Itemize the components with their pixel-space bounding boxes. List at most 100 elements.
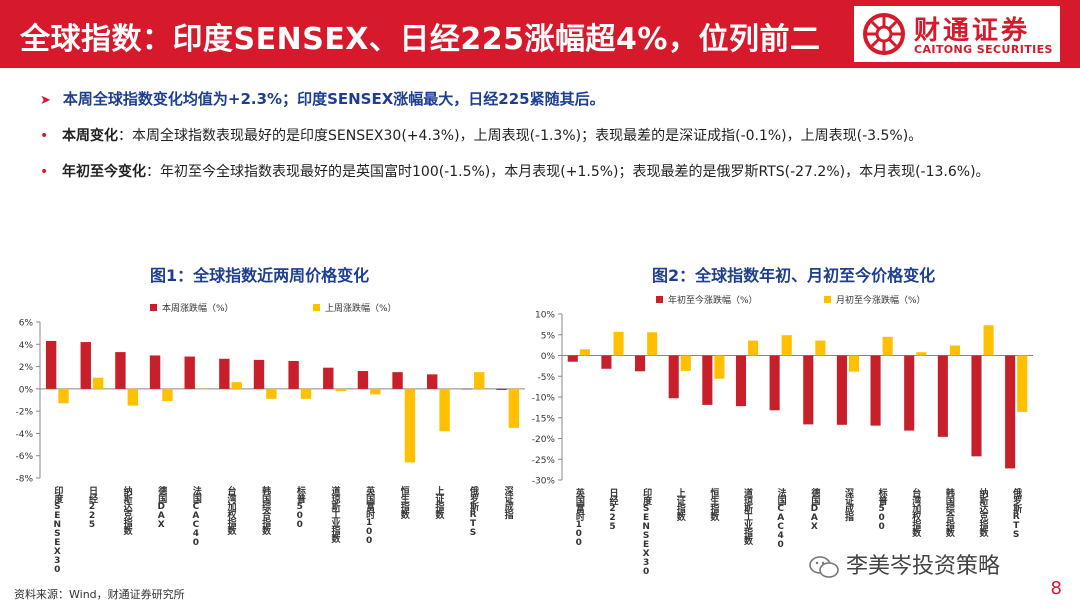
category-label: 恒生指数 [399,485,410,520]
y-tick-label: 5% [541,331,556,341]
bullet-label: 本周变化 [62,128,118,144]
chart2-ytd-mtd-change: 10% 5% 0% -5% -10% -15% -20% -25% -30% 年初至今涨跌幅（%）… [532,294,1033,576]
bar [253,359,265,389]
summary-text: 本周全球指数变化均值为+2.3%；印度SENSEX涨幅最大，日经225紧随其后。 [62,90,605,108]
legend-label: 月初至今涨跌幅（%） [836,294,926,306]
y-tick-label: -20% [532,435,556,445]
bar [508,388,520,428]
bar [579,349,590,356]
bar [567,355,578,362]
category-label: 标普500 [295,485,307,529]
bar [162,388,173,402]
bar [848,355,860,372]
bar [882,336,893,356]
bullet-dot-icon: • [40,128,49,144]
bar [439,388,450,432]
bar [58,388,69,404]
bar [427,374,438,389]
logo-text-cn: 财通证券 [914,16,1031,46]
bar [45,340,57,389]
category-label: 法国CAC40 [191,485,202,547]
y-tick-label: 0% [19,385,34,395]
category-label: 道琼斯工业指数 [329,485,340,544]
bar [357,371,369,389]
bar [680,355,691,371]
bar [735,355,747,407]
bar [1005,355,1016,469]
category-label: 深证成指 [843,487,854,522]
bar [714,355,725,379]
bar [815,340,826,356]
y-tick-label: 2% [19,363,34,373]
bar [335,388,346,392]
category-label: 印度SENSEX30 [52,485,63,574]
category-label: 纳斯达克指数 [122,485,133,536]
source-note: 资料来源：Wind，财通证券研究所 [14,588,185,601]
category-label: 英国富时100 [574,487,586,547]
y-tick-label: -10% [532,394,556,404]
bar [769,355,780,411]
category-label: 俄罗斯RTS [1011,487,1023,539]
y-tick-label: 4% [19,341,34,351]
category-label: 标普500 [877,487,889,531]
bar [392,372,403,389]
y-tick-label: -25% [532,456,556,466]
bullet-ytd: • 年初至今变化：年初至今全球指数表现最好的是英国富时100(-1.5%)，本月… [40,160,1000,184]
bar [219,358,230,389]
chart2-title: 图2：全球指数年初、月初至今价格变化 [652,266,936,285]
category-label: 上证指数 [433,485,444,520]
bar [870,355,881,426]
bullet-dot-icon: • [40,164,49,180]
bullet-weekly: • 本周变化：本周全球指数表现最好的是印度SENSEX30(+4.3%)，上周表… [40,124,1000,148]
bar [80,342,91,389]
summary-line: ➤ 本周全球指数变化均值为+2.3%；印度SENSEX涨幅最大，日经225紧随其后… [40,88,605,109]
category-label: 法国CAC40 [776,487,787,549]
company-logo: 财通证券 CAITONG SECURITIES [854,6,1060,62]
wechat-icon [809,556,839,578]
bar [300,388,312,399]
category-label: 英国富时100 [364,485,376,545]
bar [647,332,658,356]
legend-swatch [150,304,157,311]
bar [323,367,334,389]
legend-swatch [313,304,320,311]
y-tick-label: -6% [15,452,33,462]
bar [781,335,792,356]
legend-swatch [824,296,831,303]
legend-label: 年初至今涨跌幅（%） [668,294,758,306]
y-tick-label: -2% [15,408,33,418]
legend-swatch [656,296,663,303]
y-tick-label: -5% [537,373,555,383]
bar [916,352,927,356]
bar [92,377,104,389]
bar [496,388,507,390]
bar [266,388,277,399]
category-label: 韩国综合指数 [944,487,955,538]
y-tick-label: 0% [541,352,556,362]
bar [748,340,759,356]
category-label: 台湾加权指数 [226,485,238,536]
legend-label: 本周涨跌幅（%） [162,302,234,314]
y-tick-label: 10% [535,311,555,321]
page-title: 全球指数：印度SENSEX、日经225涨幅超4%，位列前二 [20,22,821,57]
bar [115,352,126,389]
category-label: 深证成指 [503,485,514,520]
bar [803,355,814,425]
watermark-text: 李美岑投资策略 [846,554,1001,579]
bar [231,382,242,389]
bar [474,372,485,389]
category-label: 俄罗斯RTS [468,485,480,537]
header-bar: 全球指数：印度SENSEX、日经225涨幅超4%，位列前二 财通证券 CAITO… [0,0,1080,68]
y-tick-label: 6% [19,319,34,329]
bar [613,331,624,356]
category-label: 德国DAX [156,485,167,529]
logo-text-en: CAITONG SECURITIES [914,43,1053,56]
y-tick-label: -15% [532,414,556,424]
y-tick-label: -4% [15,430,33,440]
bullet-label: 年初至今变化 [62,164,146,180]
category-label: 日经225 [87,486,98,529]
category-label: 韩国综合指数 [260,485,271,536]
y-tick-label: -30% [532,477,556,487]
bullet-text: ：年初至今全球指数表现最好的是英国富时100(-1.5%)，本月表现(+1.5%… [146,164,990,180]
legend-label: 上周涨跌幅（%） [325,302,397,314]
